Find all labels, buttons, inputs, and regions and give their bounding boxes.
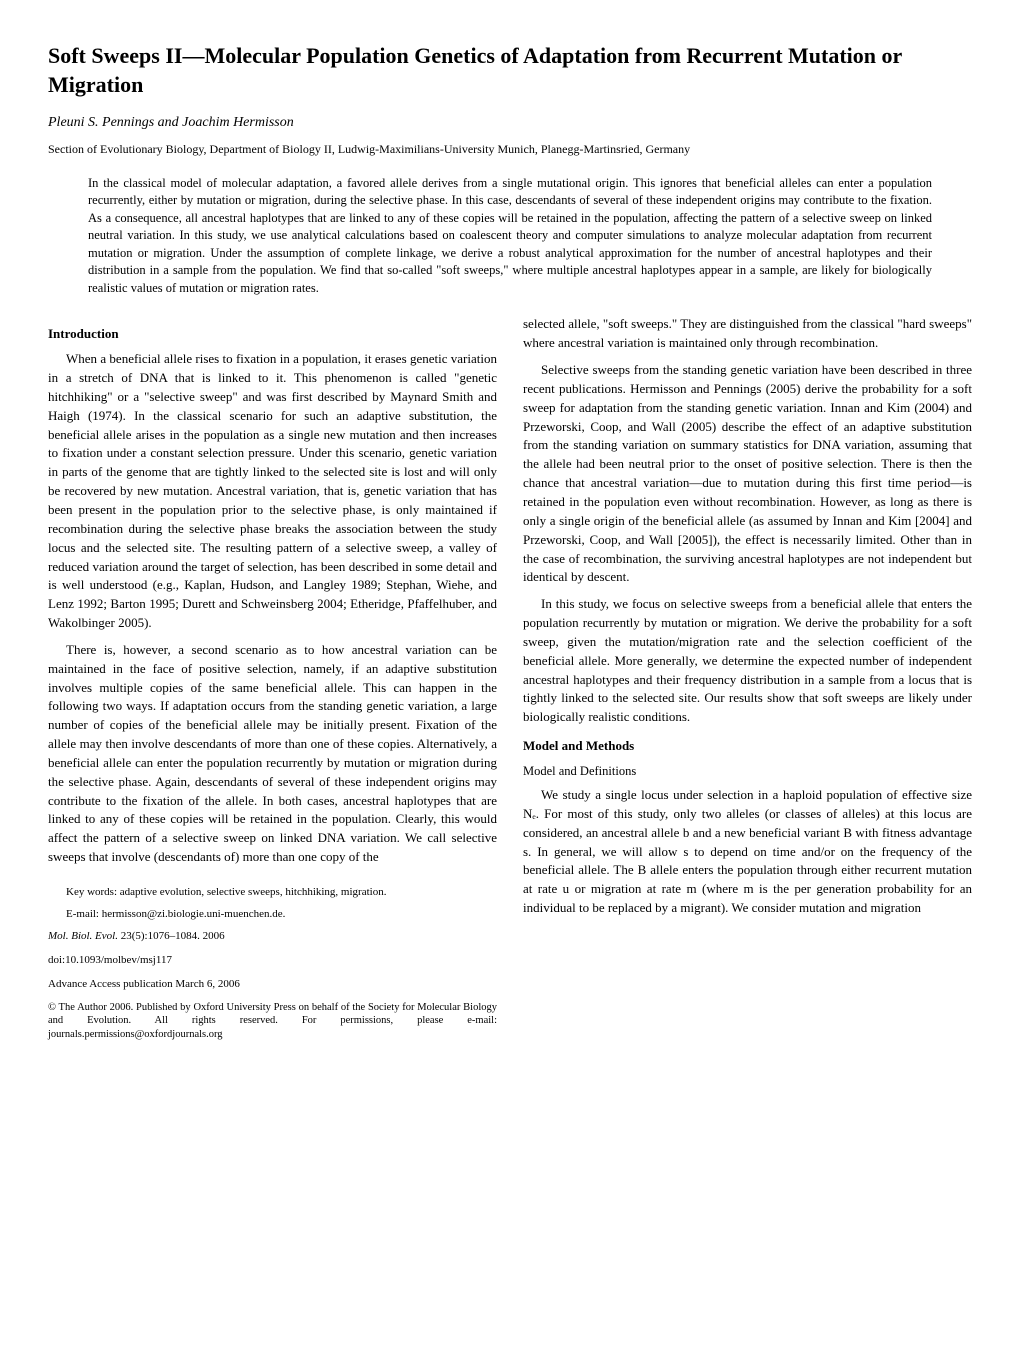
right-para-3: In this study, we focus on selective swe…: [523, 595, 972, 727]
intro-para-2: There is, however, a second scenario as …: [48, 641, 497, 867]
copyright: © The Author 2006. Published by Oxford U…: [48, 1001, 497, 1042]
left-column: Introduction When a beneficial allele ri…: [48, 315, 497, 1041]
right-para-1: selected allele, "soft sweeps." They are…: [523, 315, 972, 353]
article-title: Soft Sweeps II—Molecular Population Gene…: [48, 42, 972, 99]
volume-pages: 23(5):1076–1084. 2006: [118, 930, 225, 942]
journal-info: Mol. Biol. Evol. 23(5):1076–1084. 2006: [48, 929, 497, 945]
methods-heading: Model and Methods: [523, 737, 972, 756]
right-para-2: Selective sweeps from the standing genet…: [523, 361, 972, 587]
advance-access: Advance Access publication March 6, 2006: [48, 977, 497, 993]
authors: Pleuni S. Pennings and Joachim Hermisson: [48, 113, 972, 133]
corr-email: E-mail: hermisson@zi.biologie.uni-muench…: [48, 907, 497, 923]
intro-heading: Introduction: [48, 325, 497, 344]
methods-subheading: Model and Definitions: [523, 762, 972, 780]
body-columns: Introduction When a beneficial allele ri…: [48, 315, 972, 1041]
affiliation: Section of Evolutionary Biology, Departm…: [48, 141, 972, 158]
right-column: selected allele, "soft sweeps." They are…: [523, 315, 972, 1041]
intro-para-1: When a beneficial allele rises to fixati…: [48, 350, 497, 633]
keywords: Key words: adaptive evolution, selective…: [48, 885, 497, 901]
journal-name: Mol. Biol. Evol.: [48, 930, 118, 942]
methods-para-1: We study a single locus under selection …: [523, 786, 972, 918]
abstract: In the classical model of molecular adap…: [88, 175, 932, 298]
doi: doi:10.1093/molbev/msj117: [48, 953, 497, 969]
